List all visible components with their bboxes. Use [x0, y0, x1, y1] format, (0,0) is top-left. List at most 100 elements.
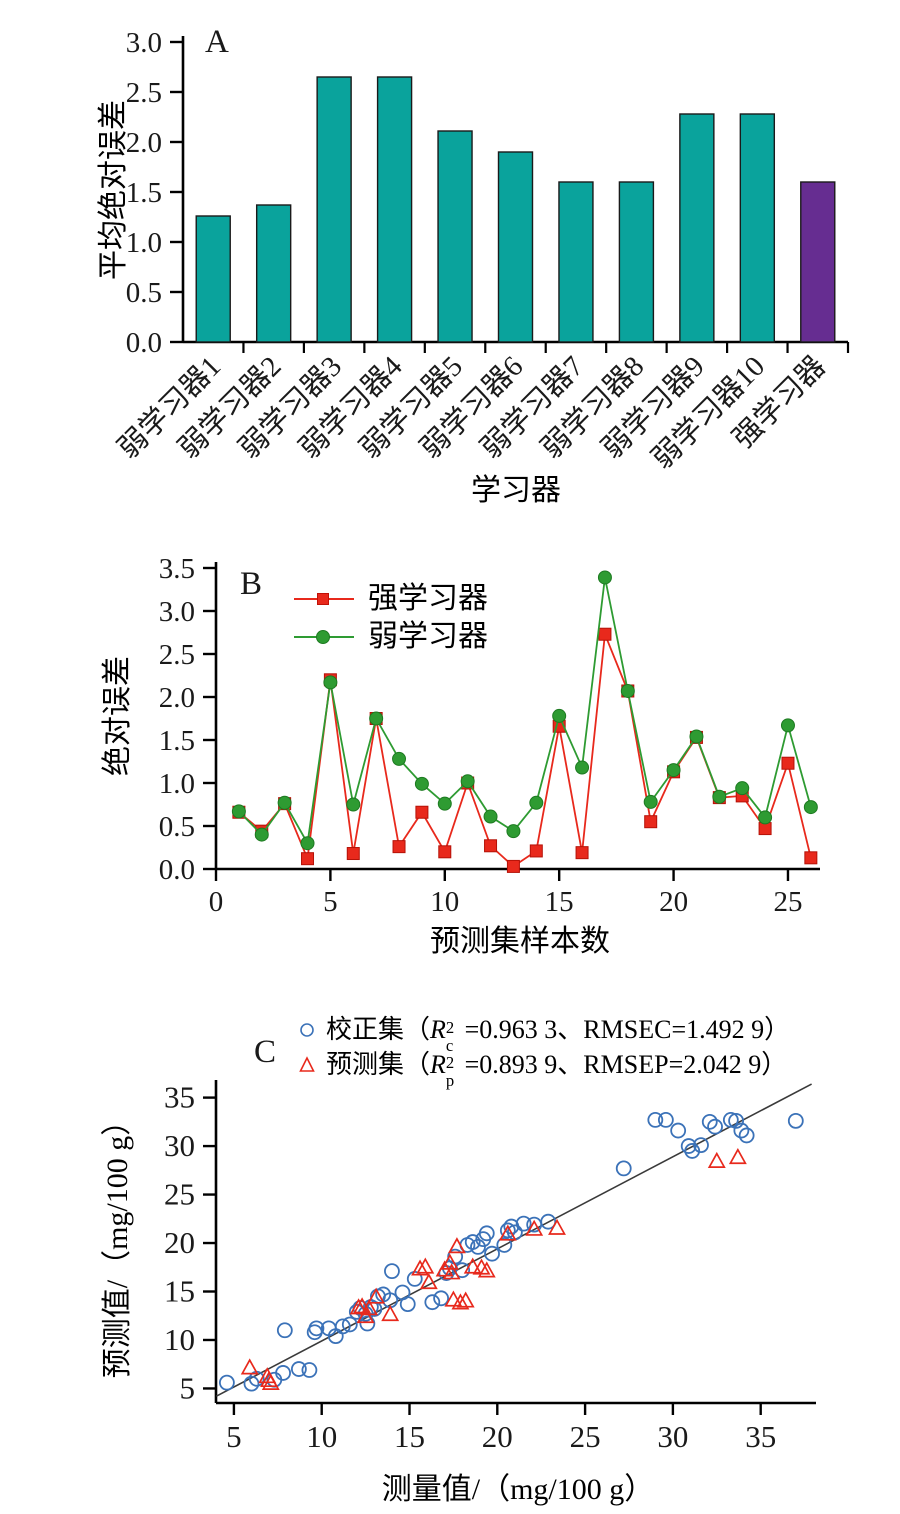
y-tick-label: 10 — [164, 1322, 195, 1357]
data-point-strong — [804, 851, 818, 865]
calibration-point — [308, 1320, 325, 1337]
legend-label-strong: 强学习器 — [368, 582, 488, 615]
calibration-point — [701, 1113, 718, 1130]
data-point-weak — [300, 836, 315, 851]
prediction-point — [463, 1257, 482, 1274]
data-point-weak — [346, 797, 361, 812]
calibration-point — [399, 1296, 416, 1313]
y-tick-label: 0.0 — [159, 854, 195, 886]
calibration-point — [384, 1263, 400, 1280]
data-point-weak — [323, 675, 338, 690]
data-point-strong — [575, 846, 589, 860]
x-tick-label: 25 — [773, 886, 802, 918]
x-tick-label: 10 — [306, 1419, 337, 1454]
panel-c-label: C — [254, 1034, 277, 1070]
panel-b-label: B — [240, 566, 263, 602]
x-tick-label: 35 — [745, 1419, 776, 1454]
y-tick-label: 2.0 — [126, 127, 162, 159]
prediction-point — [477, 1261, 496, 1278]
strong-learner-line — [238, 633, 812, 868]
calibration-point — [733, 1122, 750, 1139]
prediction-point — [451, 1293, 470, 1310]
prediction-point — [444, 1290, 463, 1307]
prediction-triangle-icon — [299, 1055, 315, 1072]
bar — [255, 204, 292, 343]
calibration-point — [787, 1112, 804, 1129]
prediction-point — [349, 1298, 368, 1315]
prediction-point — [261, 1373, 280, 1390]
y-tick-label: 35 — [164, 1080, 195, 1115]
calibration-point — [680, 1138, 697, 1154]
data-point-strong — [346, 847, 360, 861]
y-tick-label: 20 — [164, 1225, 195, 1260]
calibration-point — [478, 1225, 495, 1242]
data-point-weak — [231, 804, 246, 819]
prediction-point — [419, 1273, 438, 1290]
weak-learner-marker-icon — [294, 630, 354, 644]
calibration-point — [341, 1316, 358, 1333]
prediction-point — [416, 1257, 435, 1274]
prediction-point — [240, 1358, 259, 1375]
y-tick-label: 25 — [164, 1177, 195, 1212]
x-tick-label: 0 — [209, 886, 224, 918]
prediction-point — [447, 1237, 466, 1254]
bar — [679, 113, 715, 343]
legend-item-strong-learner: 强学习器 — [292, 580, 488, 618]
panel-b-x-axis-title: 预测集样本数 — [430, 925, 610, 958]
calibration-point — [243, 1375, 260, 1392]
calibration-point — [484, 1245, 500, 1262]
data-point-weak — [369, 711, 384, 726]
data-point-weak — [803, 800, 818, 815]
calibration-point — [290, 1361, 307, 1377]
data-point-weak — [392, 751, 407, 766]
data-point-weak — [552, 708, 567, 723]
y-tick-label: 0.5 — [126, 277, 162, 309]
prediction-point — [525, 1219, 544, 1236]
x-tick-label: 5 — [323, 886, 338, 918]
panel-c-legend: 校正集（R 2 c =0.963 3、RMSEC=1.492 9） 预测集（R 2 p =0… — [296, 1012, 791, 1089]
panel-a-y-axis-title: 平均绝对误差 — [97, 100, 130, 280]
legend-item-calibration-set: 校正集（R 2 c =0.963 3、RMSEC=1.492 9） — [296, 1012, 791, 1056]
prediction-point — [367, 1287, 386, 1304]
data-point-weak — [689, 729, 704, 744]
data-point-weak — [597, 570, 612, 585]
y-tick-label: 30 — [164, 1128, 195, 1163]
calibration-point — [276, 1322, 293, 1339]
bar — [316, 76, 352, 343]
calibration-point — [496, 1237, 513, 1253]
data-point-weak — [483, 809, 498, 824]
weak-learner-line — [238, 577, 812, 846]
data-point-weak — [735, 781, 750, 796]
calibration-point — [334, 1318, 351, 1335]
legend-text-calibration: 校正集（R 2 c =0.963 3、RMSEC=1.492 9） — [326, 1014, 791, 1056]
bar — [558, 181, 594, 343]
y-tick-label: 1.0 — [159, 768, 195, 800]
prediction-point — [498, 1224, 517, 1241]
prediction-point — [707, 1151, 726, 1168]
bar — [739, 113, 776, 343]
panel-a-label: A — [205, 24, 229, 60]
calibration-point — [275, 1365, 291, 1381]
data-point-weak — [529, 795, 544, 810]
data-point-weak — [437, 796, 452, 811]
y-tick-label: 5 — [180, 1370, 196, 1405]
data-point-strong — [529, 844, 543, 858]
data-point-weak — [506, 824, 521, 839]
panel-b-legend: 强学习器 弱学习器 — [292, 580, 488, 656]
y-tick-label: 1.5 — [126, 177, 162, 209]
prediction-point — [356, 1306, 375, 1324]
calibration-point — [647, 1112, 664, 1128]
calibration-point — [301, 1362, 318, 1378]
y-tick-label: 2.5 — [126, 77, 162, 109]
legend-item-prediction-set: 预测集（R 2 p =0.893 9、RMSEP=2.042 9） — [296, 1047, 790, 1089]
bar — [437, 130, 473, 343]
calibration-point — [693, 1137, 709, 1154]
data-point-weak — [277, 795, 292, 810]
calibration-point — [470, 1239, 486, 1255]
calibration-point — [359, 1315, 376, 1332]
calibration-point — [670, 1122, 687, 1139]
calibration-point — [464, 1234, 481, 1250]
calibration-point — [615, 1160, 632, 1177]
data-point-weak — [712, 789, 727, 804]
